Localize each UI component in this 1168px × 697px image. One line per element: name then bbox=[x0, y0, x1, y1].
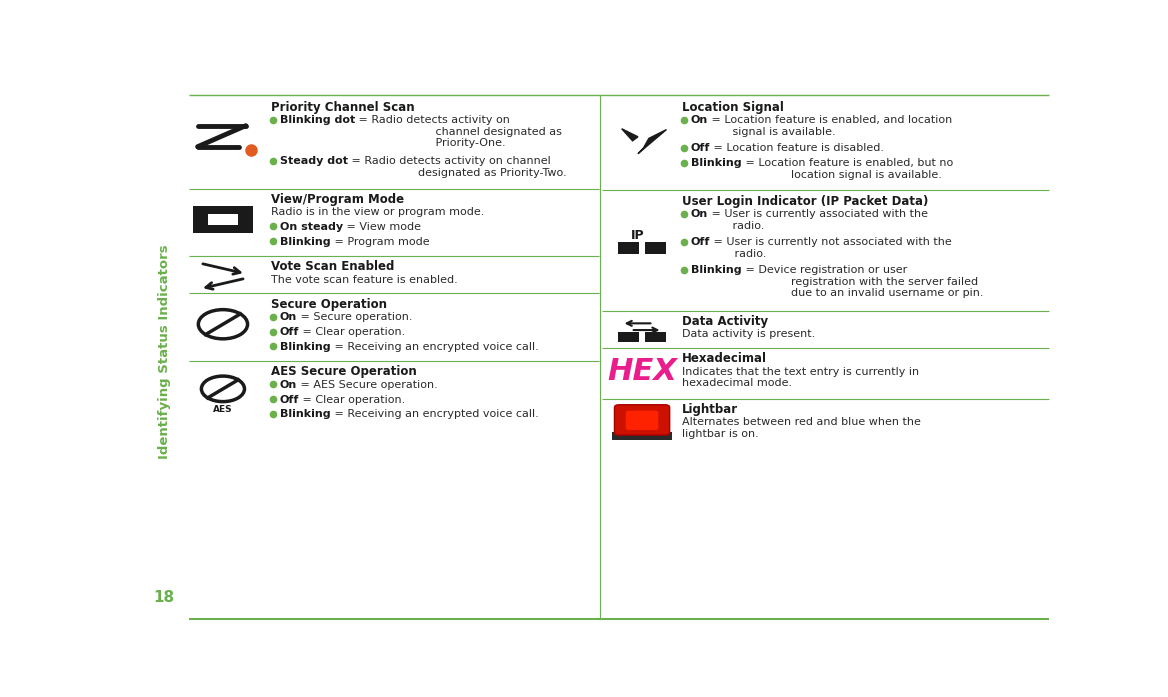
Text: View/Program Mode: View/Program Mode bbox=[271, 193, 404, 206]
Text: Alternates between red and blue when the
lightbar is on.: Alternates between red and blue when the… bbox=[682, 418, 920, 439]
Text: Vote Scan Enabled: Vote Scan Enabled bbox=[271, 260, 395, 273]
Text: Radio is in the view or program mode.: Radio is in the view or program mode. bbox=[271, 208, 485, 217]
Text: = Secure operation.: = Secure operation. bbox=[297, 312, 412, 322]
Text: Blinking: Blinking bbox=[691, 265, 742, 275]
Text: 18: 18 bbox=[153, 590, 175, 605]
Text: Blinking: Blinking bbox=[280, 409, 331, 420]
Text: = Device registration or user
              registration with the server failed
: = Device registration or user registrati… bbox=[742, 265, 983, 298]
Text: = AES Secure operation.: = AES Secure operation. bbox=[297, 380, 438, 390]
Text: The vote scan feature is enabled.: The vote scan feature is enabled. bbox=[271, 275, 458, 284]
Text: = Radio detects activity on channel
                    designated as Priority-T: = Radio detects activity on channel desi… bbox=[348, 156, 566, 178]
Text: Indicates that the text entry is currently in
hexadecimal mode.: Indicates that the text entry is current… bbox=[682, 367, 919, 388]
Text: Data Activity: Data Activity bbox=[682, 315, 769, 328]
Text: On: On bbox=[280, 380, 297, 390]
Polygon shape bbox=[621, 129, 638, 141]
Text: Secure Operation: Secure Operation bbox=[271, 298, 387, 311]
Text: On steady: On steady bbox=[280, 222, 343, 232]
Text: Identifying Status Indicators: Identifying Status Indicators bbox=[158, 245, 171, 459]
Text: Hexadecimal: Hexadecimal bbox=[682, 353, 767, 365]
Text: = User is currently not associated with the
       radio.: = User is currently not associated with … bbox=[710, 237, 952, 259]
Text: On: On bbox=[691, 115, 708, 125]
Text: Blinking dot: Blinking dot bbox=[280, 115, 355, 125]
Text: On: On bbox=[280, 312, 297, 322]
Text: On: On bbox=[691, 209, 708, 219]
FancyBboxPatch shape bbox=[614, 405, 669, 435]
Bar bbox=[646, 242, 666, 254]
Text: Blinking: Blinking bbox=[280, 342, 331, 352]
Text: IP: IP bbox=[631, 229, 645, 242]
Text: Off: Off bbox=[691, 237, 710, 247]
Text: HEX: HEX bbox=[607, 357, 677, 386]
Text: Off: Off bbox=[280, 395, 299, 404]
Text: = Location feature is disabled.: = Location feature is disabled. bbox=[710, 144, 884, 153]
Text: = Receiving an encrypted voice call.: = Receiving an encrypted voice call. bbox=[331, 409, 538, 420]
Text: Lightbar: Lightbar bbox=[682, 403, 738, 416]
Text: = Location feature is enabled, and location
       signal is available.: = Location feature is enabled, and locat… bbox=[708, 115, 952, 137]
Text: = View mode: = View mode bbox=[343, 222, 422, 232]
Text: Blinking: Blinking bbox=[280, 237, 331, 247]
Text: Priority Channel Scan: Priority Channel Scan bbox=[271, 101, 415, 114]
FancyBboxPatch shape bbox=[626, 411, 659, 430]
Text: = Clear operation.: = Clear operation. bbox=[299, 327, 405, 337]
Circle shape bbox=[201, 376, 244, 401]
Bar bbox=[193, 206, 252, 233]
Bar bbox=[612, 432, 672, 440]
Text: Data activity is present.: Data activity is present. bbox=[682, 330, 815, 339]
Text: = User is currently associated with the
       radio.: = User is currently associated with the … bbox=[708, 209, 929, 231]
Text: Steady dot: Steady dot bbox=[280, 156, 348, 167]
Text: Blinking: Blinking bbox=[691, 158, 742, 168]
Text: User Login Indicator (IP Packet Data): User Login Indicator (IP Packet Data) bbox=[682, 194, 929, 208]
Text: Location Signal: Location Signal bbox=[682, 101, 784, 114]
Text: = Clear operation.: = Clear operation. bbox=[299, 395, 405, 404]
Text: AES: AES bbox=[213, 405, 232, 413]
Text: Off: Off bbox=[280, 327, 299, 337]
Bar bbox=[646, 332, 666, 342]
Bar bbox=[618, 242, 639, 254]
Bar bbox=[208, 214, 238, 225]
Text: = Receiving an encrypted voice call.: = Receiving an encrypted voice call. bbox=[331, 342, 538, 352]
Circle shape bbox=[199, 309, 248, 339]
Text: = Program mode: = Program mode bbox=[331, 237, 429, 247]
Text: = Radio detects activity on
                       channel designated as
       : = Radio detects activity on channel desi… bbox=[355, 115, 562, 148]
Polygon shape bbox=[638, 130, 667, 154]
Text: Off: Off bbox=[691, 144, 710, 153]
Text: AES Secure Operation: AES Secure Operation bbox=[271, 365, 417, 378]
Bar bbox=[618, 332, 639, 342]
Text: = Location feature is enabled, but no
              location signal is available: = Location feature is enabled, but no lo… bbox=[742, 158, 953, 180]
